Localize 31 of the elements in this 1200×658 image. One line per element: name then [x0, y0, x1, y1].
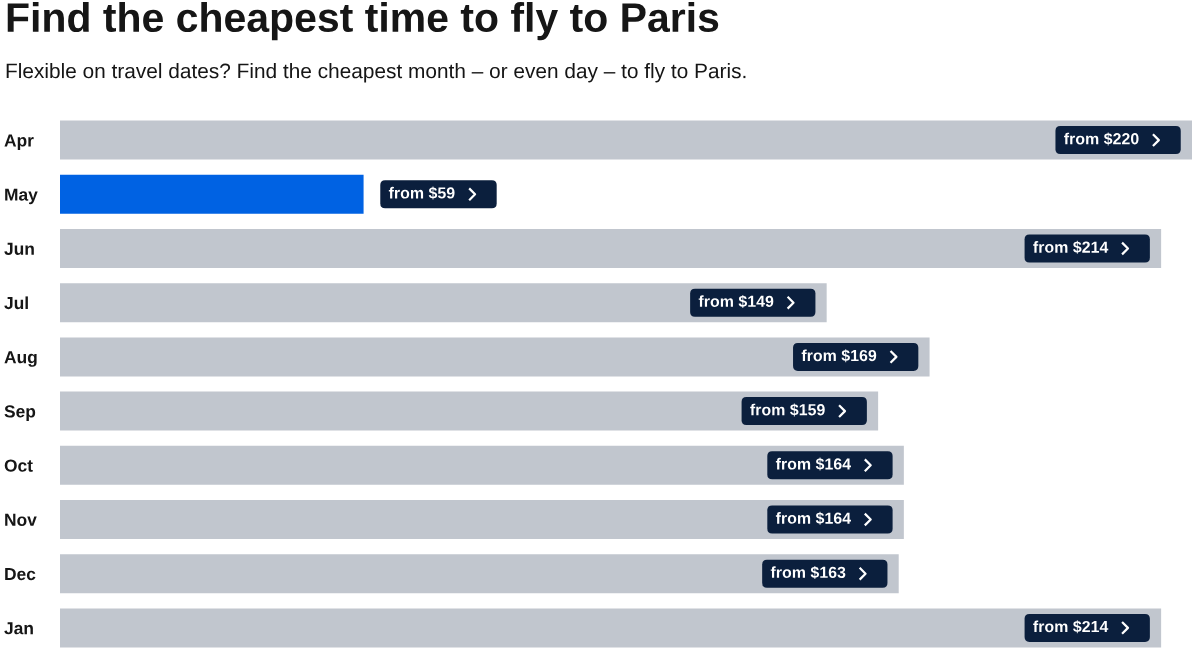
y-tick-label: Jan: [4, 622, 33, 635]
y-tick-label: Nov: [5, 513, 37, 526]
chart-title: Find the cheapest time to fly to Paris: [7, 2, 719, 41]
bar: [60, 120, 1192, 160]
bar: [60, 337, 930, 377]
bar: [60, 554, 899, 594]
y-tick-label: Sep: [4, 405, 36, 421]
y-tick-label: Apr: [4, 134, 34, 150]
y-tick-label: May: [5, 188, 38, 205]
y-tick-label: Aug: [4, 351, 37, 367]
data-label: from $169: [801, 349, 877, 363]
y-tick-label: Jun: [4, 242, 34, 255]
y-tick-label: Oct: [4, 459, 33, 472]
bar: [60, 608, 1162, 648]
data-label: from $164: [775, 511, 851, 525]
bar: [60, 283, 827, 323]
data-label: from $214: [1033, 240, 1109, 254]
bar: [60, 445, 904, 485]
y-tick-label: Dec: [5, 568, 36, 581]
data-label: from $159: [750, 403, 825, 417]
bar: [60, 174, 364, 214]
data-label: from $149: [698, 294, 774, 309]
data-label: from $220: [1064, 132, 1139, 146]
bar: [60, 228, 1162, 269]
data-label: from $214: [1033, 620, 1109, 634]
bar: [60, 499, 904, 540]
data-label: from $163: [770, 565, 846, 580]
chart-subtitle: Flexible on travel dates? Find the cheapest month – or even day – to fly to Paris.: [6, 63, 746, 83]
data-label: from $59: [388, 186, 455, 200]
data-label: from $164: [775, 457, 851, 471]
y-tick-label: Jul: [4, 296, 28, 310]
